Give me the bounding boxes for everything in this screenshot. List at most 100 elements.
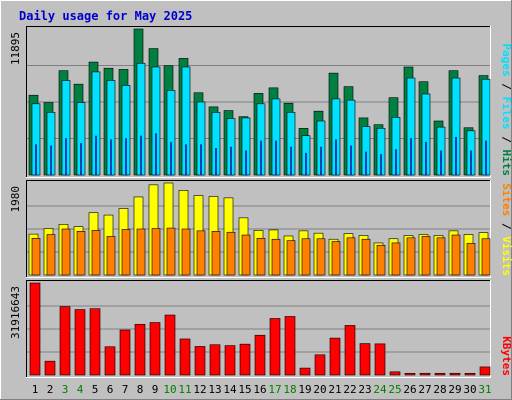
x-tick-label-day-17: 17 [268, 383, 281, 396]
bar-pages-day-12 [200, 144, 202, 175]
x-tick-label-day-31: 31 [478, 383, 491, 396]
x-tick-label-day-26: 26 [403, 383, 416, 396]
bar-sites-day-19 [301, 238, 311, 276]
x-tick-label-day-30: 30 [463, 383, 476, 396]
bar-kbytes-day-2 [44, 360, 56, 376]
x-tick-label-day-7: 7 [122, 383, 129, 396]
legend-visits-sites: Sites / Visits [500, 183, 512, 276]
bar-kbytes-day-27 [419, 372, 431, 376]
bar-kbytes-day-9 [149, 322, 161, 376]
bar-sites-day-21 [331, 241, 341, 276]
bar-kbytes-day-12 [194, 346, 206, 376]
bar-pages-day-16 [260, 140, 262, 175]
bar-pages-day-24 [380, 154, 382, 175]
panel-kbytes: 31916643 KBytes [9, 280, 512, 378]
bar-kbytes-day-22 [344, 325, 356, 376]
bar-kbytes-day-29 [449, 372, 461, 376]
bar-pages-day-2 [50, 145, 52, 175]
bar-kbytes-day-30 [464, 372, 476, 376]
x-tick-label-day-11: 11 [178, 383, 191, 396]
x-tick-label-day-2: 2 [47, 383, 54, 396]
bar-pages-day-17 [275, 140, 277, 175]
bar-kbytes-day-18 [284, 316, 296, 376]
bar-pages-day-30 [470, 150, 472, 175]
bar-pages-day-4 [80, 143, 82, 175]
bar-kbytes-day-28 [434, 372, 446, 376]
x-tick-label-day-15: 15 [238, 383, 251, 396]
legend-separator: / [500, 130, 512, 150]
bar-sites-day-20 [316, 238, 326, 276]
bar-kbytes-day-16 [254, 334, 266, 376]
legend-item-pages: Pages [500, 44, 512, 77]
bar-kbytes-day-11 [179, 338, 191, 376]
bar-sites-day-13 [211, 231, 221, 276]
bar-pages-day-1 [35, 144, 37, 175]
bar-sites-day-25 [391, 242, 401, 276]
bar-sites-day-16 [256, 237, 266, 276]
x-tick-label-day-13: 13 [208, 383, 221, 396]
bar-kbytes-day-10 [164, 314, 176, 376]
y-max-label-kbytes: 31916643 [9, 286, 22, 339]
panel-hits-files-pages: 11895 Pages / Files / Hits [9, 26, 512, 178]
bar-pages-day-3 [65, 138, 67, 175]
bar-kbytes-day-21 [329, 337, 341, 376]
legend-kbytes: KBytes [500, 336, 512, 376]
x-tick-label-day-8: 8 [137, 383, 144, 396]
bar-kbytes-day-23 [359, 343, 371, 376]
bar-pages-day-22 [350, 145, 352, 175]
bar-sites-day-15 [241, 234, 251, 276]
bar-kbytes-day-7 [119, 329, 131, 376]
bar-kbytes-day-26 [404, 372, 416, 376]
bar-kbytes-day-8 [134, 323, 146, 376]
x-tick-label-day-3: 3 [62, 383, 69, 396]
bar-kbytes-day-19 [299, 367, 311, 376]
bar-kbytes-day-20 [314, 354, 326, 376]
bar-sites-day-9 [151, 228, 161, 276]
bar-pages-day-11 [185, 144, 187, 175]
bar-sites-day-24 [376, 244, 386, 276]
bar-kbytes-day-14 [224, 345, 236, 376]
bar-sites-day-14 [226, 231, 236, 276]
bar-pages-day-20 [320, 146, 322, 175]
x-axis-labels: 1 2 3 4 5 6 7 8 9 10 11 12 13 14 15 16 17 18 19 20 21 22 23 24 2… [32, 383, 492, 396]
x-tick-label-day-27: 27 [418, 383, 431, 396]
bar-sites-day-3 [61, 228, 71, 276]
bar-kbytes-day-24 [374, 343, 386, 376]
bar-kbytes-day-1 [29, 282, 41, 376]
bar-pages-day-28 [440, 150, 442, 175]
bar-kbytes-day-4 [74, 309, 86, 376]
bar-sites-day-11 [181, 228, 191, 276]
bar-kbytes-day-17 [269, 318, 281, 376]
x-tick-label-day-24: 24 [373, 383, 387, 396]
bar-pages-day-23 [365, 151, 367, 175]
bar-pages-day-13 [215, 147, 217, 175]
x-tick-label-day-19: 19 [298, 383, 311, 396]
x-tick-label-day-4: 4 [77, 383, 84, 396]
bar-pages-day-5 [95, 135, 97, 175]
legend-separator: / [500, 216, 512, 236]
bar-sites-day-12 [196, 230, 206, 276]
bar-kbytes-day-31 [479, 366, 491, 376]
x-tick-label-day-6: 6 [107, 383, 114, 396]
bar-pages-day-27 [425, 141, 427, 175]
panel-visits-sites: 1980 Sites / Visits [9, 180, 512, 278]
bar-pages-day-29 [455, 136, 457, 175]
legend-item-sites: Sites [500, 183, 512, 216]
bar-sites-day-7 [121, 229, 131, 276]
bar-sites-day-5 [91, 230, 101, 276]
bar-pages-day-7 [125, 138, 127, 175]
bar-kbytes-day-25 [389, 371, 401, 376]
bar-pages-day-19 [305, 152, 307, 175]
bar-kbytes-day-6 [104, 346, 116, 376]
bar-pages-day-6 [110, 139, 112, 175]
x-tick-label-day-1: 1 [32, 383, 39, 396]
bar-pages-day-9 [155, 133, 157, 175]
bar-pages-day-8 [140, 135, 142, 175]
bar-sites-day-10 [166, 227, 176, 276]
x-tick-label-day-5: 5 [92, 383, 99, 396]
x-tick-label-day-25: 25 [388, 383, 401, 396]
bar-sites-day-4 [76, 231, 86, 276]
x-tick-label-day-14: 14 [223, 383, 237, 396]
x-tick-label-day-21: 21 [328, 383, 341, 396]
